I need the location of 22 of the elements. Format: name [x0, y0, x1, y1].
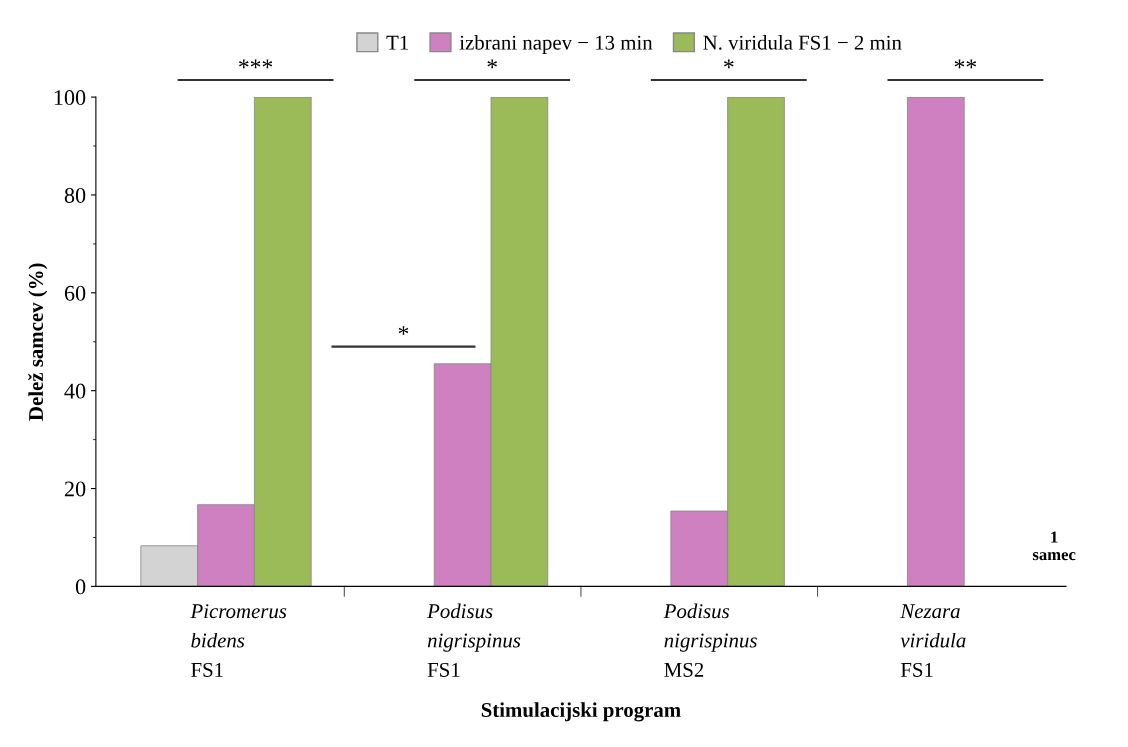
annotation: 1 samec [1032, 531, 1076, 561]
legend-label: N. viridula FS1 − 2 min [703, 35, 902, 50]
y-tick-label: 40 [64, 383, 86, 399]
y-tick-label: 80 [64, 187, 86, 203]
y-tick-label: 20 [64, 481, 86, 497]
annotation: * [398, 326, 409, 335]
text: * [724, 59, 734, 69]
y-tick-label: 100 [54, 90, 86, 106]
x-tick-label: Podisus nigrispinus FS1 [427, 603, 521, 677]
y-tick-label: 0 [75, 579, 86, 595]
text: ** [954, 59, 977, 69]
legend-label: izbrani napev − 13 min [459, 35, 653, 54]
text: *** [239, 59, 273, 69]
bar [907, 97, 965, 587]
y-axis-title: Delež samcev (%) [28, 263, 48, 421]
text: * [487, 59, 497, 69]
x-tick-label: Picromerus bidens FS1 [190, 604, 287, 677]
x-tick-label: Podisus nigrispinus MS2 [663, 603, 757, 677]
x-tick-label: Nezara viridula FS1 [900, 604, 966, 677]
legend-label: T1 [386, 35, 408, 50]
y-tick-label: 60 [64, 285, 86, 301]
x-axis-title: Stimulacijski program [481, 702, 681, 722]
